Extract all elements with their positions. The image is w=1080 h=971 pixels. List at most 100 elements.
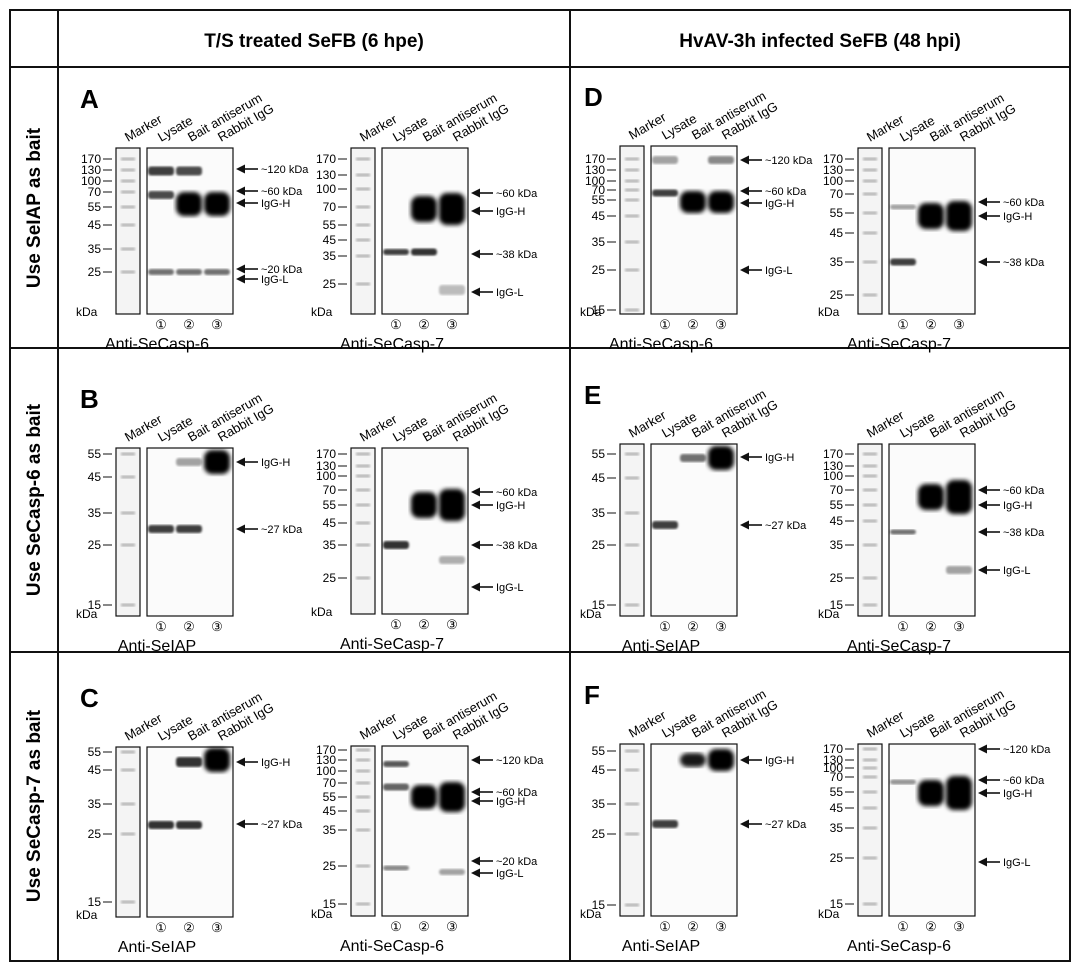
antibody-label: Anti-SeCasp-7 xyxy=(847,638,951,655)
marker-band xyxy=(863,157,877,161)
annotation-label: ~27 kDa xyxy=(765,520,807,532)
marker-label: 45 xyxy=(592,471,606,485)
protein-band xyxy=(708,156,734,164)
marker-label: 55 xyxy=(830,206,844,220)
marker-label: 170 xyxy=(316,743,336,757)
blot-membrane xyxy=(650,743,738,917)
marker-band xyxy=(121,270,135,274)
marker-band xyxy=(863,231,877,235)
annotation-label: ~60 kDa xyxy=(261,186,303,198)
annotation-arrowhead xyxy=(978,485,987,495)
panel-letter: C xyxy=(80,683,99,713)
annotation-label: ~38 kDa xyxy=(1003,527,1045,539)
marker-band xyxy=(121,603,135,607)
annotation-arrowhead xyxy=(471,206,480,216)
marker-lane xyxy=(115,147,141,315)
marker-band xyxy=(356,795,370,799)
marker-label: 170 xyxy=(823,152,843,166)
protein-band xyxy=(918,203,944,229)
marker-band xyxy=(625,903,639,907)
protein-band xyxy=(680,454,706,462)
marker-lane xyxy=(115,746,141,918)
annotation-label: ~27 kDa xyxy=(261,819,303,831)
annotation-arrowhead xyxy=(978,857,987,867)
annotation-label: ~27 kDa xyxy=(261,524,303,536)
marker-band xyxy=(863,293,877,297)
annotation-arrowhead xyxy=(740,186,749,196)
lane-number: ① xyxy=(659,919,671,934)
marker-label: 130 xyxy=(585,163,605,177)
annotation-label: ~120 kDa xyxy=(496,755,544,767)
marker-band xyxy=(356,254,370,258)
marker-label: 45 xyxy=(830,226,844,240)
marker-band xyxy=(121,475,135,479)
marker-label: 100 xyxy=(823,174,843,188)
lane-number: ② xyxy=(687,317,699,332)
marker-lane xyxy=(350,447,376,615)
lane-number: ① xyxy=(897,919,909,934)
marker-label: 45 xyxy=(323,516,337,530)
marker-label: 170 xyxy=(823,742,843,756)
lane-number: ① xyxy=(390,919,402,934)
marker-label: 100 xyxy=(316,469,336,483)
marker-band xyxy=(356,464,370,468)
marker-label: 35 xyxy=(592,235,606,249)
marker-label: 45 xyxy=(323,233,337,247)
protein-band xyxy=(383,865,409,871)
marker-lane xyxy=(857,743,883,917)
protein-band xyxy=(204,450,230,474)
marker-label: 55 xyxy=(88,200,102,214)
marker-band xyxy=(625,476,639,480)
column-header-ts-treated: T/S treated SeFB (6 hpe) xyxy=(204,31,424,52)
annotation-label: IgG-L xyxy=(496,582,524,594)
protein-band xyxy=(148,269,174,275)
marker-band xyxy=(625,543,639,547)
annotation-arrowhead xyxy=(236,757,245,767)
marker-band xyxy=(121,223,135,227)
marker-label: 170 xyxy=(585,152,605,166)
marker-label: 15 xyxy=(592,898,606,912)
marker-band xyxy=(863,747,877,751)
annotation-label: IgG-H xyxy=(261,757,290,769)
row-header-secasp6-bait: Use SeCasp-6 as bait xyxy=(24,403,45,596)
annotation-label: IgG-H xyxy=(496,206,525,218)
lane-number: ② xyxy=(925,619,937,634)
protein-band xyxy=(652,189,678,197)
marker-label: 100 xyxy=(823,469,843,483)
marker-label: 100 xyxy=(823,761,843,775)
annotation-arrowhead xyxy=(740,198,749,208)
lane-number: ① xyxy=(659,317,671,332)
kda-label: kDa xyxy=(76,908,98,922)
annotation-label: IgG-H xyxy=(261,457,290,469)
blot-membrane xyxy=(146,746,234,918)
marker-label: 170 xyxy=(823,447,843,461)
protein-band xyxy=(148,821,174,829)
marker-label: 35 xyxy=(88,506,102,520)
protein-band xyxy=(383,761,409,767)
annotation-arrowhead xyxy=(978,565,987,575)
marker-band xyxy=(625,188,639,192)
protein-band xyxy=(148,525,174,533)
annotation-arrowhead xyxy=(740,265,749,275)
annotation-arrowhead xyxy=(978,500,987,510)
marker-label: 25 xyxy=(830,571,844,585)
protein-band xyxy=(439,285,465,295)
marker-label: 25 xyxy=(323,277,337,291)
row-header-seiap-bait: Use SeIAP as bait xyxy=(24,127,45,288)
protein-band xyxy=(708,749,734,771)
annotation-arrowhead xyxy=(471,868,480,878)
marker-band xyxy=(863,168,877,172)
marker-lane xyxy=(619,443,645,617)
lane-number: ① xyxy=(659,619,671,634)
annotation-arrowhead xyxy=(978,788,987,798)
annotation-arrowhead xyxy=(740,755,749,765)
marker-label: 130 xyxy=(823,753,843,767)
marker-label: 25 xyxy=(830,851,844,865)
annotation-arrowhead xyxy=(236,457,245,467)
marker-label: 45 xyxy=(88,218,102,232)
lane-number: ② xyxy=(925,919,937,934)
protein-band xyxy=(204,192,230,216)
annotation-arrowhead xyxy=(978,775,987,785)
lane-number: ③ xyxy=(953,619,965,634)
